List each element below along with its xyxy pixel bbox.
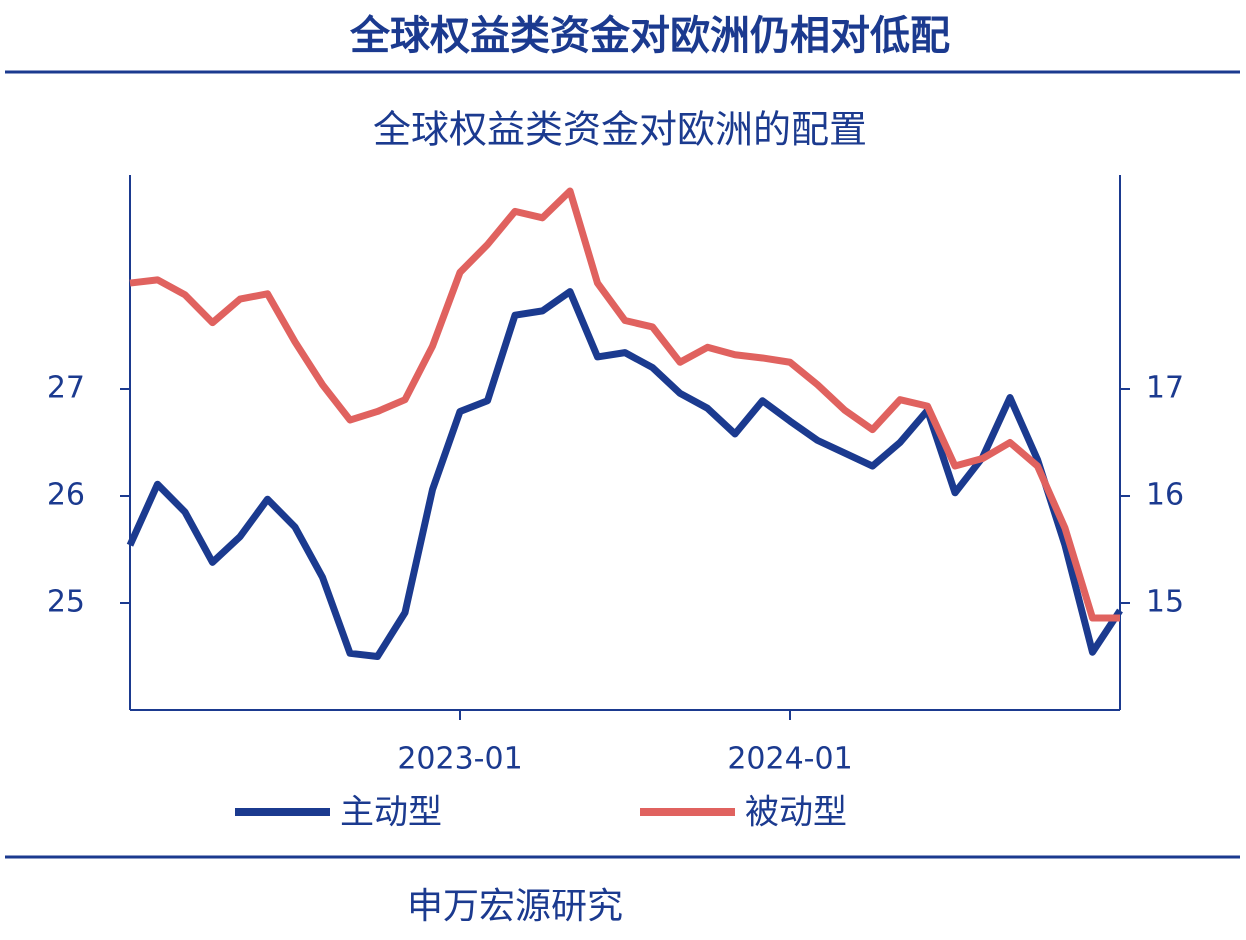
y2-tick-label: 17 bbox=[1146, 371, 1184, 406]
chart-title: 全球权益类资金对欧洲的配置 bbox=[373, 108, 867, 152]
y2-tick-label: 16 bbox=[1146, 478, 1184, 513]
line-series bbox=[129, 187, 1120, 622]
header-title: 全球权益类资金对欧洲仍相对低配 bbox=[349, 13, 950, 59]
y-tick-label: 26 bbox=[47, 478, 85, 513]
y2-tick-label: 15 bbox=[1146, 585, 1184, 620]
legend-label: 主动型 bbox=[340, 793, 442, 833]
y-tick-label: 27 bbox=[47, 371, 85, 406]
x-tick-label: 2023-01 bbox=[397, 742, 522, 777]
source: 申万宏源研究 bbox=[407, 886, 623, 927]
line-series bbox=[126, 288, 1123, 660]
legend-label: 被动型 bbox=[745, 793, 847, 833]
x-tick-label: 2024-01 bbox=[727, 742, 852, 777]
y-tick-label: 25 bbox=[47, 585, 85, 620]
